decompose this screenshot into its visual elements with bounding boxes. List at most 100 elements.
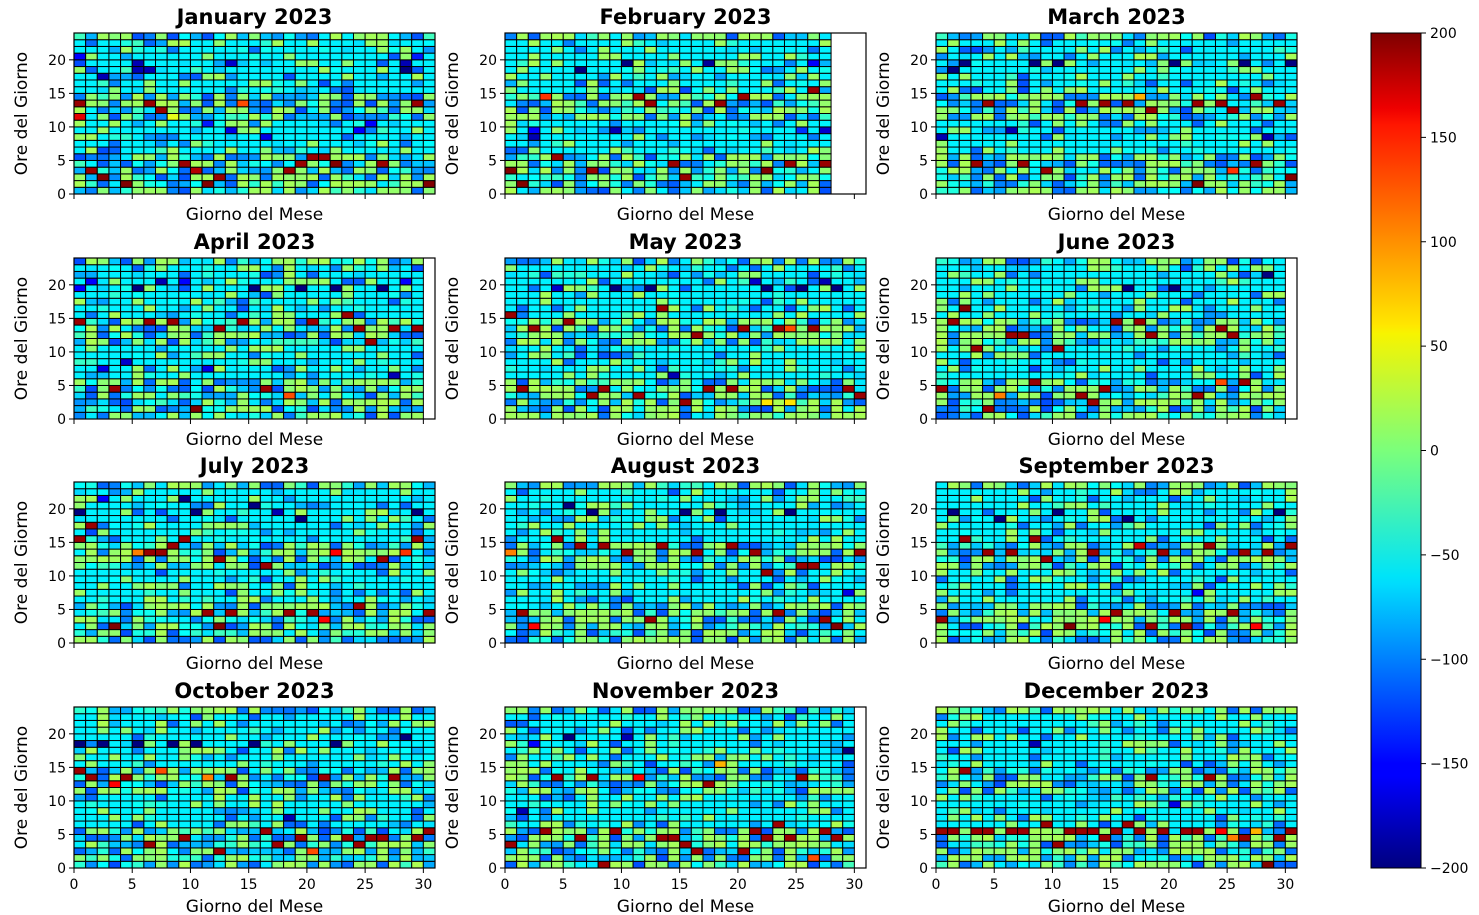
heatmap-cell [376, 358, 389, 366]
heatmap-cell [609, 106, 622, 115]
heatmap-cell [970, 153, 984, 161]
heatmap-cells [504, 257, 867, 420]
heatmap-cell [1261, 139, 1275, 148]
heatmap-cell [982, 351, 995, 360]
heatmap-cell [516, 72, 529, 81]
heatmap-cell [189, 344, 203, 353]
heatmap-cell [248, 45, 261, 54]
heatmap-cell [1017, 32, 1030, 41]
heatmap-cell [143, 595, 157, 604]
heatmap-cell [1121, 291, 1135, 299]
heatmap-cell [679, 166, 692, 175]
heatmap-cell [586, 113, 599, 121]
heatmap-cell [364, 304, 378, 313]
heatmap-cell [1226, 257, 1240, 266]
y-tick-label: 0 [488, 187, 497, 203]
heatmap-cell [935, 92, 949, 101]
heatmap-cell [248, 508, 261, 517]
heatmap-cell [1075, 72, 1088, 81]
heatmap-cell [935, 297, 949, 306]
heatmap-cell [236, 588, 250, 597]
heatmap-cell [376, 119, 389, 128]
heatmap-cell [1075, 358, 1088, 366]
heatmap-cell [818, 405, 832, 413]
heatmap-cell [155, 508, 168, 517]
heatmap-cell [1238, 52, 1251, 61]
heatmap-cell [189, 317, 203, 326]
heatmap-cell [818, 351, 832, 360]
heatmap-cell [679, 351, 692, 360]
heatmap-cell [283, 521, 296, 530]
heatmap-cell [935, 52, 949, 61]
heatmap-cell [749, 146, 762, 155]
heatmap-cell [516, 311, 529, 319]
heatmap-cell [702, 364, 716, 373]
heatmap-cell [760, 66, 774, 74]
heatmap-cell [271, 411, 285, 420]
heatmap-cell [1203, 180, 1216, 188]
heatmap-cell [667, 257, 681, 266]
heatmap-cell [96, 501, 110, 510]
heatmap-cell [236, 562, 250, 570]
heatmap-cell [1040, 358, 1053, 366]
heatmap-cell [714, 159, 727, 168]
heatmap-cell [1214, 92, 1228, 101]
heatmap-cell [749, 153, 762, 161]
heatmap-cell [306, 146, 320, 155]
heatmap-cell [1110, 146, 1123, 155]
heatmap-cell [248, 86, 261, 94]
heatmap-cell [1214, 126, 1228, 135]
heatmap-cell [1040, 166, 1053, 175]
heatmap-cell [1168, 32, 1182, 41]
heatmap-cell [842, 371, 855, 380]
heatmap-cell [178, 139, 191, 148]
heatmap-cell [516, 186, 529, 195]
heatmap-cell [1180, 257, 1193, 266]
heatmap-cell [178, 515, 191, 523]
heatmap-cell [504, 39, 518, 47]
heatmap-cell [259, 186, 273, 195]
heatmap-cell [818, 113, 832, 121]
heatmap-cell [527, 284, 541, 293]
heatmap-cell [982, 398, 995, 407]
heatmap-cell [783, 344, 797, 353]
heatmap-cell [818, 291, 832, 299]
heatmap-cell [108, 371, 122, 380]
heatmap-cell [1249, 52, 1263, 61]
heatmap-cell [352, 86, 366, 94]
heatmap-cell [341, 39, 354, 47]
heatmap-cell [527, 32, 541, 41]
heatmap-cell [830, 358, 844, 366]
heatmap-cell [749, 180, 762, 188]
heatmap-cell [1028, 86, 1042, 94]
heatmap-cell [73, 45, 87, 54]
heatmap-cell [1075, 317, 1088, 326]
heatmap-cell [1214, 257, 1228, 266]
heatmap-cell [1226, 405, 1240, 413]
heatmap-cell [224, 126, 238, 135]
heatmap-cell [1063, 66, 1077, 74]
heatmap-cell [352, 338, 366, 346]
heatmap-cell [178, 92, 191, 101]
heatmap-cell [783, 52, 797, 61]
heatmap-cell [411, 173, 424, 182]
heatmap-cell [376, 311, 389, 319]
heatmap-cell [551, 411, 564, 420]
heatmap-cell [982, 146, 995, 155]
heatmap-cell [644, 106, 657, 115]
heatmap-cell [760, 264, 774, 272]
heatmap-cell [749, 391, 762, 400]
heatmap-cell [679, 92, 692, 101]
heatmap-cell [551, 59, 564, 68]
heatmap-cell [818, 311, 832, 319]
heatmap-cell [1098, 344, 1112, 353]
heatmap-cell [574, 86, 588, 94]
heatmap-cell [189, 186, 203, 195]
heatmap-cell [993, 338, 1007, 346]
heatmap-cell [620, 32, 634, 41]
heatmap-cell [807, 277, 820, 286]
heatmap-cell [551, 270, 564, 279]
heatmap-cell [1063, 119, 1077, 128]
heatmap-cell [1075, 133, 1088, 141]
heatmap-cell [376, 45, 389, 54]
